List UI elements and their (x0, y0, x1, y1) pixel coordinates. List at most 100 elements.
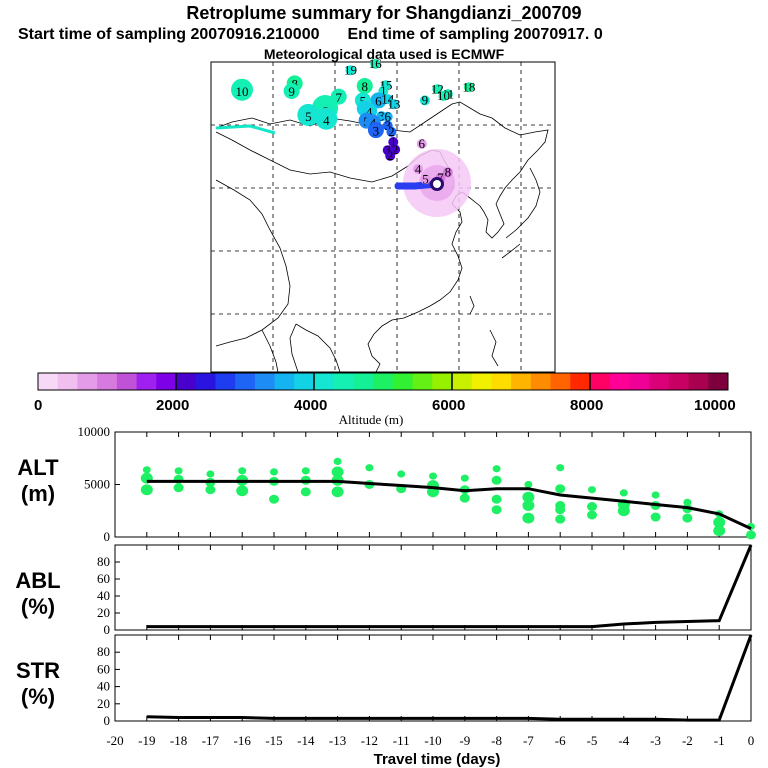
plume-dot (388, 137, 399, 148)
plume-dot (315, 107, 338, 130)
plume-point (522, 500, 535, 511)
plume-point (651, 491, 660, 499)
station-marker (430, 177, 444, 191)
colorbar-swatch (294, 373, 315, 390)
x-tick-label: -6 (555, 733, 566, 748)
sampling-start: Start time of sampling 20070916.210000 (18, 26, 320, 43)
colorbar-tick-label: 0 (34, 397, 42, 414)
x-tick-label: -7 (523, 733, 534, 748)
plume-dot (231, 78, 253, 101)
colorbar-swatch (412, 373, 433, 390)
plume-point (682, 513, 693, 523)
plume-day-label: 2 (388, 124, 395, 139)
plume-day-label: 3 (384, 118, 391, 133)
plume-day-label: 9 (422, 93, 429, 108)
plume-point (619, 489, 628, 497)
y-tick-label: 0 (104, 622, 111, 637)
x-tick-label: 0 (748, 733, 755, 748)
plume-day-label: 18 (462, 79, 475, 94)
plume-point (587, 502, 597, 512)
y-tick-label: 20 (97, 696, 110, 711)
trail-segment (215, 124, 276, 135)
colorbar-swatch (649, 373, 670, 390)
plume-dot (388, 99, 399, 110)
plume-point (397, 470, 406, 478)
plume-markers: 1916881091517656141364543654332123291218… (231, 56, 475, 186)
plume-point (683, 498, 692, 506)
plume-point (492, 465, 501, 473)
plume-dot (432, 84, 443, 95)
panel-unit-label: (m) (21, 481, 55, 506)
colorbar-swatch (452, 373, 473, 390)
colorbar-swatch (491, 373, 512, 390)
plume-point (491, 494, 502, 504)
colorbar-tick-label: 10000 (694, 397, 736, 414)
plume-dot (386, 126, 397, 137)
colorbar-swatch (629, 373, 650, 390)
plume-point (429, 472, 437, 480)
plume-point (522, 512, 535, 524)
x-tick-label: -12 (361, 733, 378, 748)
colorbar-swatch (471, 373, 492, 390)
trail-segment (394, 180, 441, 190)
median-line (146, 479, 752, 530)
x-tick-label: -1 (714, 733, 725, 748)
colorbar-swatch (668, 373, 690, 390)
colorbar-swatch (609, 373, 630, 390)
plume-point (588, 486, 596, 494)
plume-day-label: 6 (375, 94, 382, 109)
colorbar-swatch (254, 373, 276, 390)
x-tick-label: -10 (424, 733, 441, 748)
plume-point (173, 483, 184, 493)
x-tick-label: -14 (297, 733, 315, 748)
colorbar-label: Altitude (m) (339, 412, 404, 427)
panel-unit-label: (%) (21, 684, 55, 709)
plume-point (301, 467, 310, 475)
y-tick-label: 0 (104, 529, 111, 544)
plume-dot (419, 95, 430, 106)
plume-day-label: 4 (366, 104, 373, 119)
colorbar-swatch (235, 373, 256, 390)
plume-dot (413, 164, 424, 175)
x-axis-label: Travel time (days) (374, 751, 501, 768)
plume-day-label: 19 (344, 62, 357, 77)
plume-day-label: 7 (335, 90, 342, 105)
plume-day-label: 7 (437, 170, 444, 185)
x-tick-label: -16 (234, 733, 252, 748)
plume-day-label: 5 (305, 109, 312, 124)
y-tick-label: 80 (97, 644, 110, 659)
panel-alt: 0 5000 10000 ALT(m) (17, 424, 756, 544)
plume-dot (463, 82, 474, 93)
y-tick-label: 20 (97, 605, 110, 620)
x-tick-label: -17 (202, 733, 220, 748)
plume-day-label: 2 (387, 148, 394, 163)
colorbar-swatch (333, 373, 354, 390)
x-tick-label: -3 (650, 733, 661, 748)
colorbar-swatch (511, 373, 532, 390)
plume-dot (382, 111, 393, 122)
plume-point (333, 457, 342, 465)
plume-point (460, 474, 469, 482)
colorbar-swatch (176, 373, 197, 390)
plume-day-label: 4 (415, 161, 422, 176)
panel-label: ALT (17, 455, 59, 480)
plume-point (555, 514, 566, 524)
plume-dot (438, 91, 449, 102)
panel-unit-label: (%) (21, 594, 55, 619)
plume-day-label: 1 (390, 134, 397, 149)
colorbar-swatch (550, 373, 571, 390)
sampling-times: Start time of sampling 20070916.210000 En… (18, 26, 603, 44)
colorbar-swatch (590, 373, 611, 390)
colorbar-swatch (392, 373, 414, 390)
x-tick-label: -5 (587, 733, 598, 748)
panel-abl: 0 20 40 60 80 ABL(%) (15, 544, 753, 637)
panel-frame (114, 544, 752, 631)
met-data-note: Meteorological data used is ECMWF (263, 46, 505, 62)
plume-day-label: 16 (369, 56, 383, 71)
x-tick-label: -19 (138, 733, 155, 748)
colorbar-swatch (353, 373, 374, 390)
plume-point (331, 486, 344, 498)
plume-point (140, 484, 153, 496)
plume-point (459, 493, 470, 503)
plume-point (713, 525, 726, 537)
